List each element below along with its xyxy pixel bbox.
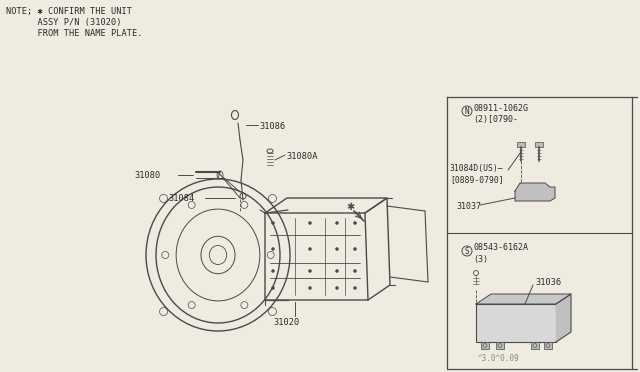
Ellipse shape [308, 269, 312, 273]
Text: (2)[0790-: (2)[0790- [473, 115, 518, 124]
Ellipse shape [271, 247, 275, 250]
Text: ASSY P/N (31020): ASSY P/N (31020) [6, 18, 122, 27]
Bar [517, 142, 525, 147]
Polygon shape [556, 294, 571, 342]
Ellipse shape [271, 221, 275, 224]
Polygon shape [515, 183, 555, 201]
Text: 31086: 31086 [259, 122, 285, 131]
Text: FROM THE NAME PLATE.: FROM THE NAME PLATE. [6, 29, 143, 38]
Text: [0889-0790]: [0889-0790] [450, 175, 504, 184]
Text: ^3.0^0.09: ^3.0^0.09 [478, 354, 520, 363]
Ellipse shape [335, 221, 339, 224]
Ellipse shape [335, 269, 339, 273]
Text: 31036: 31036 [535, 278, 561, 287]
Text: 31080: 31080 [134, 171, 160, 180]
Text: 31084: 31084 [168, 194, 195, 203]
Text: 08543-6162A: 08543-6162A [473, 243, 528, 252]
Text: NOTE; ✱ CONFIRM THE UNIT: NOTE; ✱ CONFIRM THE UNIT [6, 7, 132, 16]
Ellipse shape [271, 269, 275, 273]
Bar [544, 342, 552, 349]
Text: ✱: ✱ [346, 202, 354, 212]
Text: N: N [465, 106, 469, 115]
Bar [531, 342, 539, 349]
Bar [496, 342, 504, 349]
Ellipse shape [335, 286, 339, 289]
Text: 31020: 31020 [273, 318, 300, 327]
Ellipse shape [308, 221, 312, 224]
Ellipse shape [353, 221, 356, 224]
Ellipse shape [308, 286, 312, 289]
Text: 31037: 31037 [456, 202, 481, 211]
Ellipse shape [335, 247, 339, 250]
Bar [535, 142, 543, 147]
Ellipse shape [353, 247, 356, 250]
Bar [476, 304, 556, 342]
Text: 08911-1062G: 08911-1062G [473, 104, 528, 113]
Ellipse shape [353, 286, 356, 289]
Text: S: S [465, 247, 469, 256]
Text: (3): (3) [473, 255, 488, 264]
Polygon shape [476, 294, 571, 304]
Text: 31080A: 31080A [286, 152, 317, 161]
Ellipse shape [353, 269, 356, 273]
Bar [481, 342, 489, 349]
Ellipse shape [308, 247, 312, 250]
Ellipse shape [271, 286, 275, 289]
Text: 31084D(US)—: 31084D(US)— [450, 164, 504, 173]
